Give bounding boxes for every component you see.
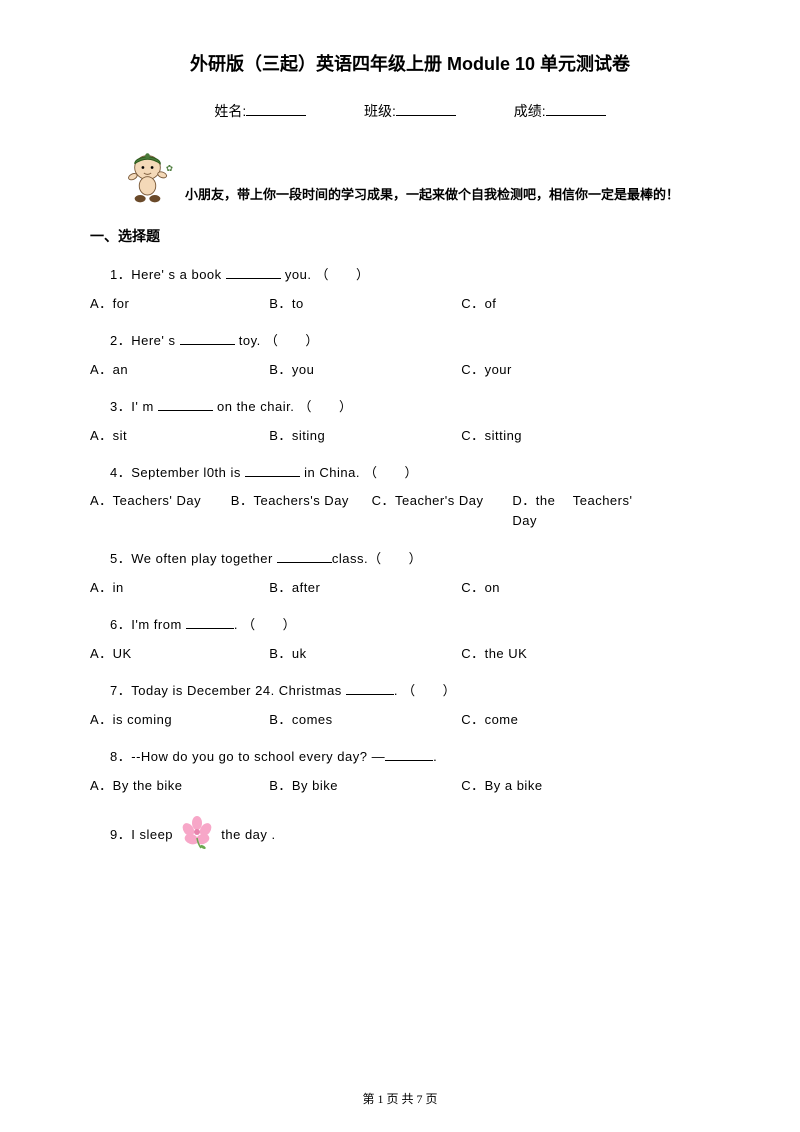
page-footer: 第 1 页 共 7 页 — [0, 1090, 800, 1107]
student-info-line: 姓名: 班级: 成绩: — [90, 101, 730, 121]
q4-pre: September l0th is — [131, 465, 245, 480]
q4-option-c[interactable]: C．Teacher's Day — [372, 491, 513, 530]
question-3: 3．I' m on the chair. （ ） — [110, 396, 730, 415]
q4-option-d-line1: D．the Teachers' — [512, 493, 632, 508]
q2-blank[interactable] — [180, 332, 235, 345]
q6-num: 6． — [110, 617, 131, 632]
q7-options: A．is coming B．comes C．come — [90, 709, 730, 728]
q8-option-a[interactable]: A．By the bike — [90, 775, 269, 794]
q4-option-b[interactable]: B．Teachers's Day — [231, 491, 372, 530]
question-8: 8．--How do you go to school every day? —… — [110, 746, 730, 765]
q2-option-a[interactable]: A．an — [90, 359, 269, 378]
q8-option-b[interactable]: B．By bike — [269, 775, 461, 794]
mascot-icon: ✿ — [120, 151, 175, 206]
q4-option-a[interactable]: A．Teachers' Day — [90, 491, 231, 530]
q6-post: . （ ） — [234, 617, 296, 632]
q2-pre: Here' s — [131, 333, 179, 348]
class-label: 班级: — [364, 103, 396, 119]
name-blank[interactable] — [246, 101, 306, 116]
q9-pre: I sleep — [131, 827, 177, 842]
q4-num: 4． — [110, 465, 131, 480]
class-blank[interactable] — [396, 101, 456, 116]
q7-option-a[interactable]: A．is coming — [90, 709, 269, 728]
intro-text: 小朋友，带上你一段时间的学习成果，一起来做个自我检测吧，相信你一定是最棒的！ — [185, 185, 679, 207]
q3-num: 3． — [110, 399, 131, 414]
q5-num: 5． — [110, 551, 131, 566]
q9-num: 9． — [110, 827, 131, 842]
q7-pre: Today is December 24. Christmas — [131, 683, 346, 698]
q5-post: class.（ ） — [332, 551, 422, 566]
q8-options: A．By the bike B．By bike C．By a bike — [90, 775, 730, 794]
intro-row: ✿ 小朋友，带上你一段时间的学习成果，一起来做个自我检测吧，相信你一定是最棒的！ — [90, 151, 730, 206]
q6-options: A．UK B．uk C．the UK — [90, 643, 730, 662]
q8-post: . — [433, 749, 437, 764]
q3-options: A．sit B．siting C．sitting — [90, 425, 730, 444]
q5-options: A．in B．after C．on — [90, 577, 730, 596]
q9-post: the day . — [217, 827, 275, 842]
q1-option-c[interactable]: C．of — [461, 293, 653, 312]
score-label: 成绩: — [514, 103, 546, 119]
question-2: 2．Here' s toy. （ ） — [110, 330, 730, 349]
q2-num: 2． — [110, 333, 131, 348]
q8-text: --How do you go to school every day? — — [131, 749, 385, 764]
q4-option-d[interactable]: D．the Teachers' Day — [512, 491, 678, 530]
q7-num: 7． — [110, 683, 131, 698]
q6-option-a[interactable]: A．UK — [90, 643, 269, 662]
question-5: 5．We often play together class.（ ） — [110, 548, 730, 567]
q1-post: you. （ ） — [281, 267, 370, 282]
q6-pre: I'm from — [131, 617, 186, 632]
q3-option-b[interactable]: B．siting — [269, 425, 461, 444]
page-title: 外研版（三起）英语四年级上册 Module 10 单元测试卷 — [90, 50, 730, 76]
q5-option-b[interactable]: B．after — [269, 577, 461, 596]
section-heading-1: 一、选择题 — [90, 226, 730, 246]
q1-option-a[interactable]: A．for — [90, 293, 269, 312]
svg-text:✿: ✿ — [166, 164, 173, 173]
question-7: 7．Today is December 24. Christmas . （ ） — [110, 680, 730, 699]
q1-option-b[interactable]: B．to — [269, 293, 461, 312]
name-label: 姓名: — [214, 103, 246, 119]
q7-option-b[interactable]: B．comes — [269, 709, 461, 728]
flower-icon — [179, 816, 215, 855]
q6-option-b[interactable]: B．uk — [269, 643, 461, 662]
q3-option-a[interactable]: A．sit — [90, 425, 269, 444]
q1-num: 1． — [110, 267, 131, 282]
q3-blank[interactable] — [158, 398, 213, 411]
q7-option-c[interactable]: C．come — [461, 709, 653, 728]
q7-post: . （ ） — [394, 683, 456, 698]
q2-option-b[interactable]: B．you — [269, 359, 461, 378]
q6-blank[interactable] — [186, 616, 234, 629]
score-blank[interactable] — [546, 101, 606, 116]
q4-options: A．Teachers' Day B．Teachers's Day C．Teach… — [90, 491, 730, 530]
q4-option-d-line2: Day — [512, 513, 537, 528]
q6-option-c[interactable]: C．the UK — [461, 643, 653, 662]
q5-option-c[interactable]: C．on — [461, 577, 653, 596]
q1-blank[interactable] — [226, 266, 281, 279]
q4-blank[interactable] — [245, 464, 300, 477]
question-4: 4．September l0th is in China. （ ） — [110, 462, 730, 481]
q3-post: on the chair. （ ） — [213, 399, 353, 414]
q8-option-c[interactable]: C．By a bike — [461, 775, 653, 794]
question-6: 6．I'm from . （ ） — [110, 614, 730, 633]
q5-pre: We often play together — [131, 551, 277, 566]
question-9: 9．I sleep the day . — [110, 816, 730, 855]
q2-post: toy. （ ） — [235, 333, 319, 348]
q2-options: A．an B．you C．your — [90, 359, 730, 378]
page-container: 外研版（三起）英语四年级上册 Module 10 单元测试卷 姓名: 班级: 成… — [0, 0, 800, 1132]
q1-options: A．for B．to C．of — [90, 293, 730, 312]
q4-post: in China. （ ） — [300, 465, 418, 480]
q1-pre: Here' s a book — [131, 267, 226, 282]
q3-pre: I' m — [131, 399, 158, 414]
q2-option-c[interactable]: C．your — [461, 359, 653, 378]
question-1: 1．Here' s a book you. （ ） — [110, 264, 730, 283]
q5-blank[interactable] — [277, 550, 332, 563]
q5-option-a[interactable]: A．in — [90, 577, 269, 596]
q3-option-c[interactable]: C．sitting — [461, 425, 653, 444]
q8-blank[interactable] — [385, 748, 433, 761]
q8-num: 8． — [110, 749, 131, 764]
q7-blank[interactable] — [346, 682, 394, 695]
